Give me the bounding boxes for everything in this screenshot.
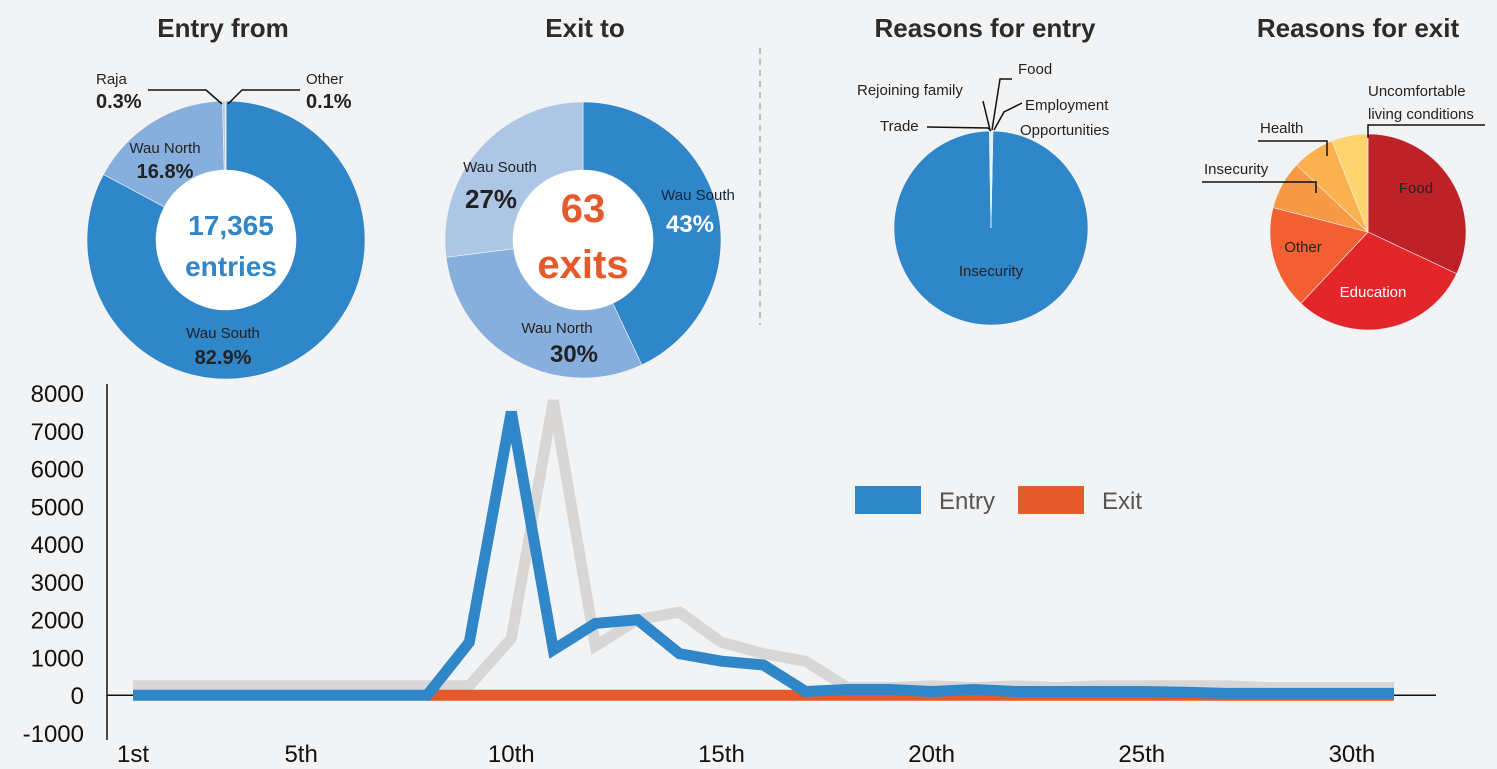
legend-entry-swatch: [855, 486, 921, 514]
pie-slice: [1367, 133, 1467, 275]
exit-value-wau-south-right: 43%: [666, 211, 714, 238]
entry-reason-insecurity: Insecurity: [959, 263, 1024, 280]
leader-line-uncomfortable: [1367, 124, 1485, 138]
x-tick-label: 30th: [1329, 741, 1376, 768]
slice-value-wau-north: 16.8%: [137, 161, 194, 183]
x-tick-label: 15th: [698, 741, 745, 768]
reasons-exit-pie: [1269, 133, 1467, 331]
entry-reason-employment-line2: Opportunities: [1020, 122, 1109, 139]
x-tick-label: 5th: [284, 741, 317, 768]
exit-total-label: exits: [537, 243, 628, 287]
exit-reason-health: Health: [1260, 120, 1303, 137]
entry-total-label: entries: [185, 251, 277, 282]
exit-to-donut: [444, 101, 722, 379]
exit-label-wau-south-right: Wau South: [661, 187, 735, 204]
y-tick-label: 0: [71, 683, 84, 710]
x-tick-label: 1st: [117, 741, 149, 768]
leader-line-raja: [148, 89, 223, 105]
donut-hole: [513, 170, 653, 310]
legend-exit-swatch: [1018, 486, 1084, 514]
exit-reason-uncomfortable-line2: living conditions: [1368, 106, 1474, 123]
exit-reason-insecurity: Insecurity: [1204, 161, 1269, 178]
exit-value-wau-south-left: 27%: [465, 184, 517, 214]
reasons-for-entry-title: Reasons for entry: [874, 13, 1096, 43]
exit-label-wau-north: Wau North: [521, 320, 592, 337]
legend-entry-label: Entry: [939, 488, 995, 515]
exit-value-wau-north: 30%: [550, 341, 598, 368]
reasons-entry-pie: [893, 130, 1089, 326]
y-tick-label: 2000: [31, 608, 84, 635]
leader-line-trade: [926, 126, 992, 132]
shadow-series-line: [133, 399, 1394, 694]
pie-slice: [1269, 207, 1369, 304]
slice-label-other: Other: [306, 71, 344, 88]
y-tick-label: 6000: [31, 457, 84, 484]
leader-line-health: [1258, 140, 1328, 156]
y-tick-label: 4000: [31, 532, 84, 559]
leader-line-rejoining: [982, 100, 991, 131]
legend-exit-label: Exit: [1102, 488, 1142, 515]
x-tick-label: 25th: [1118, 741, 1165, 768]
x-tick-label: 10th: [488, 741, 535, 768]
pie-slice: [990, 130, 994, 229]
entry-series-line: [133, 410, 1394, 701]
pie-slice: [1300, 231, 1458, 331]
y-tick-label: -1000: [23, 721, 84, 748]
exit-total-value: 63: [561, 187, 606, 231]
entry-from-donut: [86, 100, 366, 380]
y-tick-label: 5000: [31, 494, 84, 521]
exit-reason-other: Other: [1284, 239, 1322, 256]
leader-line-employment: [993, 102, 1023, 131]
entry-reason-trade: Trade: [880, 118, 919, 135]
slice-label-raja: Raja: [96, 71, 128, 88]
slice-label-wau-south: Wau South: [186, 325, 260, 342]
entry-reason-employment-line1: Employment: [1025, 97, 1109, 114]
entry-reason-rejoining-family: Rejoining family: [857, 82, 963, 99]
daily-flow-line-chart: -1000 0 1000 2000 3000 4000 5000 6000 7000 8000 1s…: [23, 381, 1436, 768]
exit-reason-food: Food: [1399, 180, 1433, 197]
exit-reason-uncomfortable-line1: Uncomfortable: [1368, 83, 1466, 100]
donut-hole: [156, 170, 296, 310]
slice-value-wau-south: 82.9%: [195, 347, 252, 369]
entry-from-title: Entry from: [157, 13, 288, 43]
reasons-for-exit-title: Reasons for exit: [1257, 13, 1460, 43]
slice-value-other: 0.1%: [306, 91, 352, 113]
y-tick-label: 3000: [31, 570, 84, 597]
entry-total-value: 17,365: [188, 210, 274, 241]
y-tick-label: 8000: [31, 381, 84, 408]
leader-line-insecurity: [1202, 181, 1317, 193]
x-tick-label: 20th: [908, 741, 955, 768]
entry-reason-food: Food: [1018, 61, 1052, 78]
exit-reason-education: Education: [1340, 284, 1407, 301]
leader-line-food: [991, 78, 1012, 131]
leader-line-other: [227, 89, 300, 105]
slice-label-wau-north: Wau North: [129, 140, 200, 157]
y-tick-label: 7000: [31, 419, 84, 446]
y-tick-label: 1000: [31, 645, 84, 672]
slice-value-raja: 0.3%: [96, 91, 142, 113]
exit-to-title: Exit to: [545, 13, 624, 43]
pie-slice: [224, 100, 227, 171]
exit-label-wau-south-left: Wau South: [463, 159, 537, 176]
pie-slice: [893, 130, 1089, 326]
